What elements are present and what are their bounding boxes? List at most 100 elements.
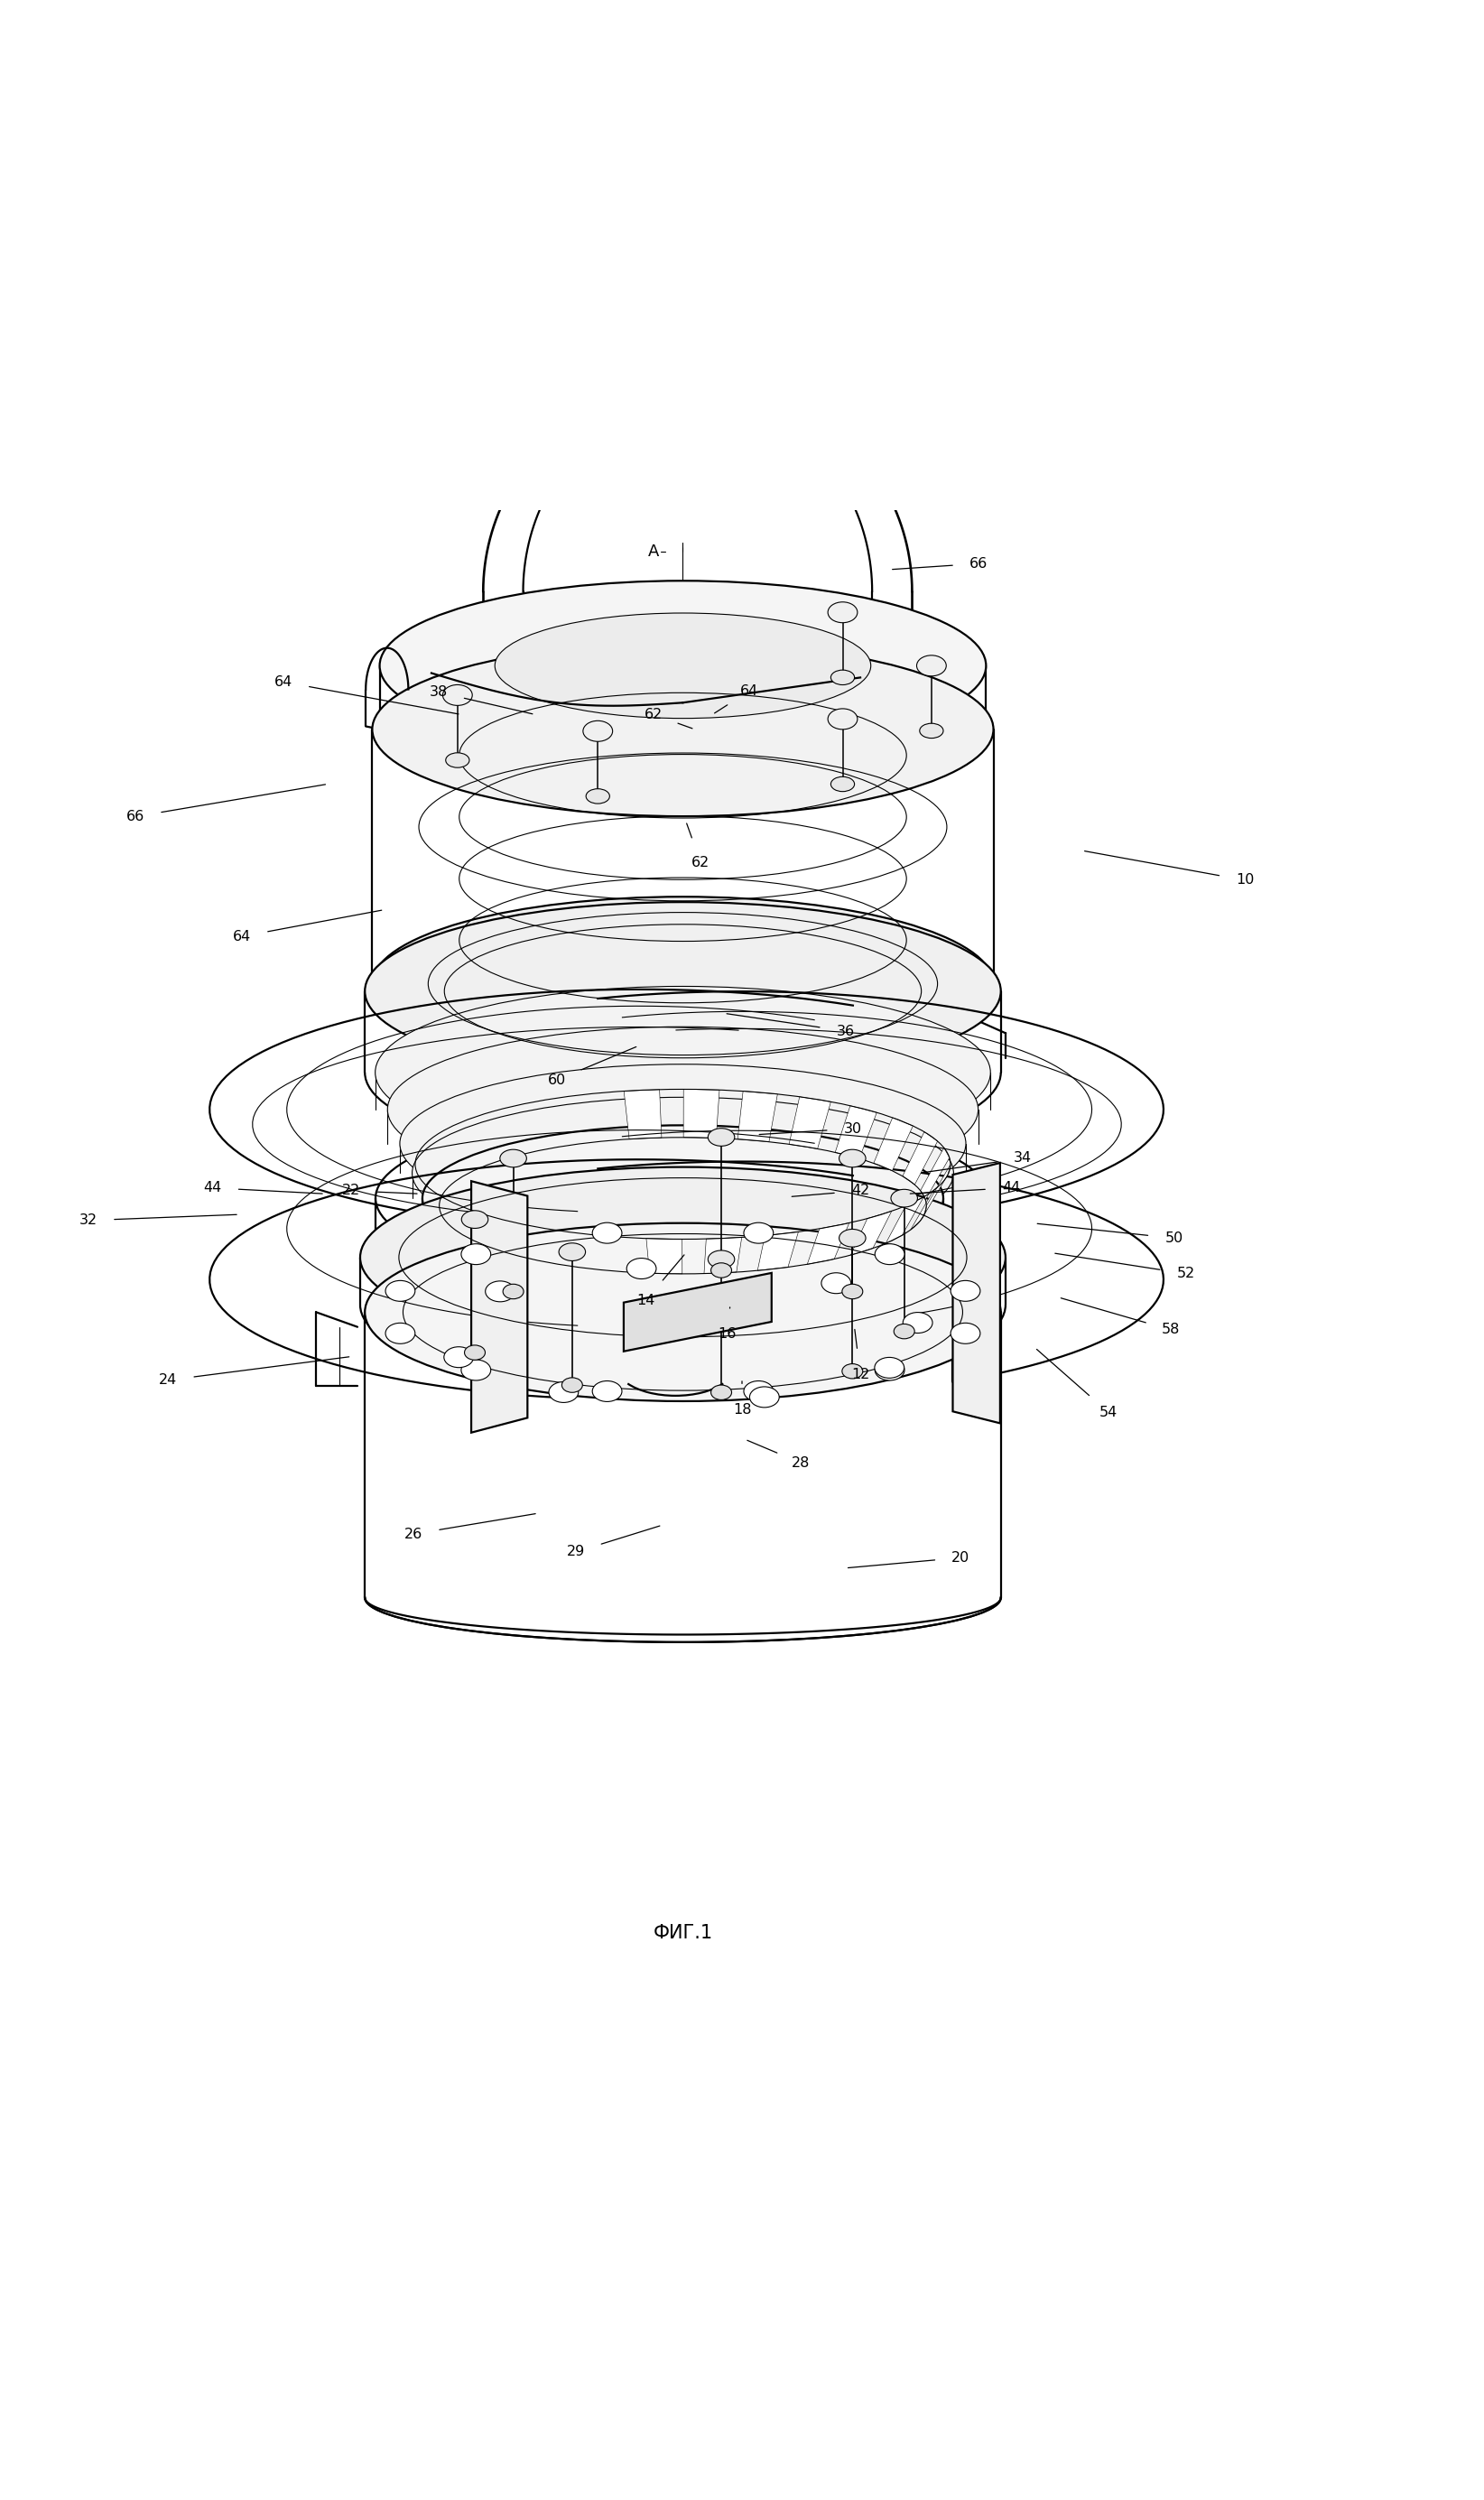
Ellipse shape: [743, 1380, 773, 1402]
Ellipse shape: [831, 778, 855, 792]
Text: 64: 64: [741, 685, 758, 698]
Ellipse shape: [920, 722, 944, 738]
Ellipse shape: [711, 1262, 732, 1278]
Polygon shape: [623, 1090, 662, 1140]
Ellipse shape: [586, 790, 610, 802]
Text: 58: 58: [1162, 1322, 1180, 1338]
Ellipse shape: [372, 897, 993, 1070]
Ellipse shape: [423, 1125, 944, 1270]
Text: 10: 10: [1236, 872, 1254, 888]
Ellipse shape: [711, 1385, 732, 1400]
Text: 44: 44: [1002, 1180, 1021, 1195]
Polygon shape: [920, 1148, 950, 1200]
Ellipse shape: [838, 1230, 865, 1248]
Text: ФИГ.1: ФИГ.1: [653, 1925, 712, 1942]
Ellipse shape: [494, 612, 871, 717]
Ellipse shape: [917, 655, 947, 675]
Ellipse shape: [876, 1360, 904, 1380]
Text: 60: 60: [548, 1072, 567, 1088]
Polygon shape: [472, 1180, 527, 1432]
Ellipse shape: [592, 1222, 622, 1242]
Text: 12: 12: [852, 1368, 870, 1380]
Ellipse shape: [387, 1028, 978, 1192]
Ellipse shape: [821, 1272, 850, 1292]
Polygon shape: [646, 1238, 683, 1275]
Ellipse shape: [562, 1378, 583, 1392]
Ellipse shape: [893, 1325, 914, 1340]
Text: 64: 64: [275, 675, 292, 688]
Ellipse shape: [841, 1285, 862, 1300]
Text: 42: 42: [852, 1185, 870, 1197]
Text: 36: 36: [837, 1025, 855, 1038]
Polygon shape: [703, 1238, 742, 1272]
Ellipse shape: [444, 1348, 473, 1368]
Ellipse shape: [708, 1128, 735, 1145]
Polygon shape: [886, 1197, 923, 1242]
Text: 62: 62: [644, 707, 662, 722]
Ellipse shape: [951, 1322, 981, 1343]
Text: 16: 16: [718, 1328, 736, 1340]
Text: 62: 62: [692, 855, 709, 870]
Ellipse shape: [876, 1245, 904, 1265]
Polygon shape: [874, 1118, 913, 1170]
Polygon shape: [738, 1090, 778, 1143]
Ellipse shape: [743, 1222, 773, 1242]
Ellipse shape: [828, 707, 858, 730]
Text: 26: 26: [405, 1527, 423, 1540]
Text: 24: 24: [159, 1372, 177, 1388]
Ellipse shape: [890, 1190, 917, 1207]
Polygon shape: [623, 1272, 772, 1353]
Text: 66: 66: [126, 810, 145, 822]
Text: 64: 64: [233, 930, 251, 942]
Ellipse shape: [427, 1128, 938, 1270]
Ellipse shape: [442, 685, 472, 705]
Ellipse shape: [559, 1242, 586, 1260]
Text: 66: 66: [969, 557, 988, 570]
Ellipse shape: [365, 902, 1000, 1080]
Polygon shape: [807, 1222, 849, 1265]
Text: 32: 32: [79, 1212, 98, 1228]
Ellipse shape: [386, 1322, 416, 1343]
Ellipse shape: [399, 1065, 966, 1222]
Ellipse shape: [386, 1280, 416, 1302]
Ellipse shape: [485, 1280, 515, 1302]
Text: 29: 29: [567, 1545, 586, 1558]
Ellipse shape: [503, 1285, 524, 1300]
Polygon shape: [911, 1180, 944, 1230]
Text: 14: 14: [637, 1292, 654, 1308]
Text: 20: 20: [951, 1550, 971, 1565]
Text: 22: 22: [343, 1185, 361, 1197]
Text: 18: 18: [733, 1402, 751, 1417]
Ellipse shape: [583, 720, 613, 742]
Polygon shape: [835, 1105, 877, 1158]
Ellipse shape: [445, 752, 469, 767]
Text: 34: 34: [1014, 1152, 1031, 1165]
Ellipse shape: [462, 1360, 491, 1380]
Ellipse shape: [708, 1250, 735, 1268]
Polygon shape: [953, 1162, 1000, 1422]
Text: 44: 44: [203, 1180, 221, 1195]
Text: 28: 28: [792, 1455, 810, 1470]
Polygon shape: [757, 1232, 798, 1270]
Ellipse shape: [831, 670, 855, 685]
Ellipse shape: [500, 1150, 527, 1168]
Ellipse shape: [902, 1312, 932, 1332]
Ellipse shape: [626, 1258, 656, 1280]
Ellipse shape: [874, 1358, 904, 1378]
Text: A: A: [647, 542, 659, 560]
Ellipse shape: [828, 602, 858, 622]
Ellipse shape: [372, 642, 993, 818]
Ellipse shape: [361, 1168, 1006, 1348]
Ellipse shape: [841, 1365, 862, 1378]
Polygon shape: [925, 1165, 950, 1215]
Ellipse shape: [462, 1245, 491, 1265]
Ellipse shape: [549, 1382, 579, 1402]
Polygon shape: [684, 1090, 720, 1138]
Text: 38: 38: [430, 685, 448, 700]
Ellipse shape: [413, 1097, 954, 1250]
Ellipse shape: [365, 1222, 1000, 1400]
Ellipse shape: [464, 1345, 485, 1360]
Ellipse shape: [749, 1388, 779, 1407]
Text: 52: 52: [1177, 1268, 1195, 1280]
Polygon shape: [850, 1210, 892, 1255]
